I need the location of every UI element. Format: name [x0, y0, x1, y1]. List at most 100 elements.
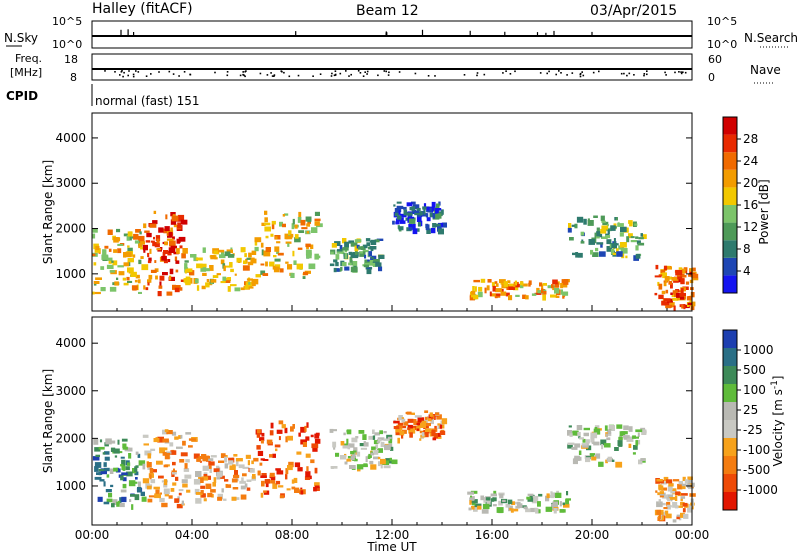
echo-cell — [271, 220, 276, 225]
echo-cell — [254, 237, 262, 243]
echo-cell — [390, 446, 394, 451]
echo-cell — [165, 453, 171, 456]
colorbar-swatch — [723, 275, 737, 293]
echo-cell — [400, 425, 403, 429]
echo-cell — [378, 254, 385, 259]
nave-dot — [546, 72, 548, 75]
echo-cell — [637, 432, 640, 437]
nave-dot — [643, 73, 646, 75]
echo-cell — [522, 283, 528, 287]
echo-cell — [592, 252, 599, 257]
echo-cell — [680, 296, 685, 300]
echo-cell — [306, 252, 312, 259]
echo-cell — [300, 219, 306, 226]
echo-cell — [148, 495, 156, 498]
echo-cell — [552, 501, 558, 508]
echo-cell — [164, 454, 170, 460]
echo-cell — [128, 453, 132, 459]
echo-cell — [291, 479, 295, 484]
echo-cell — [393, 420, 400, 424]
nave-dot — [270, 72, 272, 74]
echo-cell — [350, 266, 358, 273]
echo-cell — [525, 295, 529, 300]
echo-cell — [103, 467, 110, 472]
echo-cell — [178, 236, 186, 242]
echo-cell — [211, 494, 214, 498]
echo-cell — [686, 296, 692, 301]
echo-cell — [628, 220, 633, 224]
echo-cell — [580, 231, 585, 236]
echo-cell — [285, 241, 292, 244]
echo-cell — [687, 507, 693, 513]
echo-cell — [473, 507, 478, 512]
echo-cell — [633, 445, 638, 450]
echo-cell — [153, 486, 160, 490]
echo-cell — [125, 466, 130, 471]
echo-cell — [148, 274, 153, 280]
echo-cell — [203, 498, 207, 502]
echo-cell — [177, 214, 185, 221]
echo-cell — [123, 233, 131, 237]
echo-cell — [244, 253, 247, 258]
echo-cell — [593, 428, 601, 435]
echo-cell — [426, 217, 431, 222]
echo-cell — [116, 277, 119, 280]
echo-cell — [547, 285, 553, 288]
echo-cell — [353, 447, 358, 453]
echo-cell — [545, 495, 550, 502]
nave-dot — [244, 75, 246, 78]
echo-cell — [141, 496, 147, 502]
echo-cell — [496, 293, 501, 296]
echo-cell — [416, 216, 422, 222]
nave-dot — [119, 74, 121, 76]
echo-cell — [508, 284, 515, 290]
colorbar-tick-label: 12 — [743, 220, 758, 234]
nave-dot — [483, 73, 486, 76]
echo-cell — [397, 437, 400, 444]
echo-cell — [658, 484, 662, 490]
echo-cell — [640, 458, 646, 461]
echo-cell — [233, 454, 238, 457]
echo-cell — [297, 247, 303, 250]
nave-dot — [509, 73, 512, 75]
power-xticks — [91, 305, 693, 311]
nave-dot — [178, 75, 180, 77]
freq-tick-low: 8 — [70, 71, 77, 84]
echo-cell — [351, 437, 358, 443]
nave-dot — [266, 74, 269, 76]
nave-dot — [345, 70, 347, 72]
echo-cell — [616, 248, 619, 253]
echo-cell — [425, 428, 432, 432]
echo-cell — [501, 283, 504, 289]
echo-cell — [169, 268, 174, 275]
echo-cell — [171, 472, 175, 477]
nave-dot — [168, 70, 171, 73]
echo-cell — [234, 273, 237, 276]
echo-cell — [681, 305, 684, 309]
echo-cell — [202, 465, 209, 471]
echo-cell — [111, 503, 115, 508]
echo-cell — [122, 483, 127, 489]
echo-cell — [611, 459, 615, 462]
echo-cell — [92, 253, 96, 257]
echo-cell — [344, 266, 350, 271]
echo-cell — [632, 452, 636, 455]
echo-cell — [248, 252, 252, 258]
echo-cell — [562, 295, 565, 299]
echo-cell — [408, 427, 416, 434]
echo-cell — [180, 434, 183, 439]
echo-cell — [154, 493, 161, 499]
echo-cell — [559, 501, 562, 507]
echo-cell — [269, 472, 275, 478]
echo-cell — [408, 224, 413, 231]
echo-cell — [109, 270, 115, 273]
echo-cell — [412, 228, 418, 235]
echo-cell — [469, 295, 475, 301]
echo-cell — [202, 455, 210, 462]
date-title: 03/Apr/2015 — [590, 3, 677, 19]
echo-cell — [478, 286, 483, 292]
echo-cell — [330, 251, 334, 255]
echo-cell — [275, 236, 278, 240]
echo-cell — [224, 463, 229, 469]
echo-cell — [152, 220, 158, 225]
